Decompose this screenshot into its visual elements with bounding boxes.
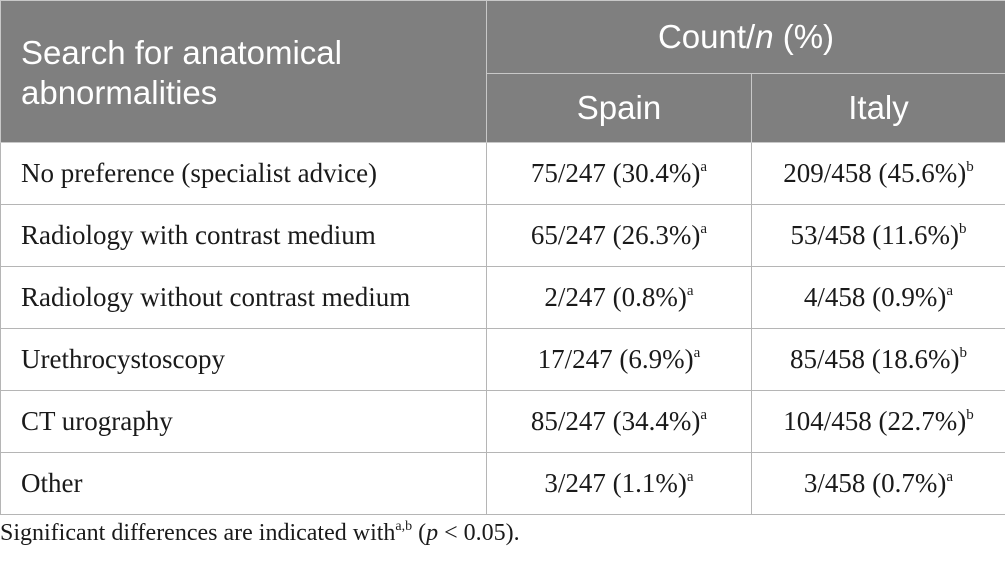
spain-count: 17/247 (6.9%)	[537, 344, 694, 374]
table-row: Urethrocystoscopy 17/247 (6.9%)a 85/458 …	[0, 328, 1005, 391]
italy-value: 104/458 (22.7%)b	[751, 390, 1005, 453]
header-count-suffix: (%)	[773, 18, 835, 55]
italy-sup: a	[946, 469, 954, 485]
header-count: Count/n (%)	[486, 0, 1005, 74]
spain-value: 65/247 (26.3%)a	[486, 204, 752, 267]
row-label: Urethrocystoscopy	[0, 328, 487, 391]
italy-value: 4/458 (0.9%)a	[751, 266, 1005, 329]
header-count-n: n	[755, 18, 774, 55]
spain-value: 85/247 (34.4%)a	[486, 390, 752, 453]
italy-value: 85/458 (18.6%)b	[751, 328, 1005, 391]
italy-sup: b	[958, 221, 967, 237]
italy-value: 209/458 (45.6%)b	[751, 142, 1005, 205]
spain-sup: a	[686, 283, 694, 299]
italy-count: 209/458 (45.6%)	[783, 158, 967, 188]
footnote-sup: a,b	[395, 519, 413, 534]
spain-count: 65/247 (26.3%)	[530, 220, 701, 250]
row-label: Radiology with contrast medium	[0, 204, 487, 267]
italy-count: 4/458 (0.9%)	[803, 282, 947, 312]
italy-sup: b	[966, 407, 974, 423]
italy-sup: b	[966, 159, 974, 175]
footnote-open: (	[412, 520, 427, 546]
row-label: No preference (specialist advice)	[0, 142, 487, 205]
footnote-rest: < 0.05).	[438, 520, 520, 546]
table-footnote: Significant differences are indicated wi…	[0, 520, 520, 547]
italy-count: 3/458 (0.7%)	[803, 468, 947, 498]
spain-count: 3/247 (1.1%)	[544, 468, 687, 498]
footnote-text: Significant differences are indicated wi…	[0, 520, 396, 546]
spain-sup: a	[700, 407, 708, 423]
italy-count: 53/458 (11.6%)	[790, 220, 959, 250]
table-row: Radiology with contrast medium 65/247 (2…	[0, 204, 1005, 267]
table-row: Other 3/247 (1.1%)a 3/458 (0.7%)a	[0, 452, 1005, 515]
header-count-prefix: Count/	[657, 18, 756, 55]
row-label: Radiology without contrast medium	[0, 266, 487, 329]
spain-sup: a	[693, 345, 701, 361]
spain-value: 2/247 (0.8%)a	[486, 266, 752, 329]
spain-count: 85/247 (34.4%)	[530, 406, 701, 436]
row-label: Other	[0, 452, 487, 515]
header-italy: Italy	[751, 73, 1005, 143]
italy-sup: a	[946, 283, 954, 299]
spain-value: 75/247 (30.4%)a	[486, 142, 752, 205]
table-row: CT urography 85/247 (34.4%)a 104/458 (22…	[0, 390, 1005, 453]
italy-count: 85/458 (18.6%)	[790, 344, 960, 374]
header-spain: Spain	[486, 73, 752, 143]
spain-count: 2/247 (0.8%)	[544, 282, 687, 312]
spain-sup: a	[686, 469, 694, 485]
italy-value: 53/458 (11.6%)b	[751, 204, 1005, 267]
spain-sup: a	[700, 221, 708, 237]
italy-value: 3/458 (0.7%)a	[751, 452, 1005, 515]
table-row: No preference (specialist advice) 75/247…	[0, 142, 1005, 205]
spain-value: 17/247 (6.9%)a	[486, 328, 752, 391]
results-table: Search for anatomical abnormalities Coun…	[0, 0, 1005, 515]
spain-sup: a	[700, 159, 708, 175]
table-row: Radiology without contrast medium 2/247 …	[0, 266, 1005, 329]
spain-count: 75/247 (30.4%)	[530, 158, 701, 188]
spain-value: 3/247 (1.1%)a	[486, 452, 752, 515]
footnote-p: p	[426, 520, 439, 546]
italy-count: 104/458 (22.7%)	[783, 406, 967, 436]
italy-sup: b	[959, 345, 967, 361]
row-label: CT urography	[0, 390, 487, 453]
header-row-label: Search for anatomical abnormalities	[0, 0, 487, 143]
